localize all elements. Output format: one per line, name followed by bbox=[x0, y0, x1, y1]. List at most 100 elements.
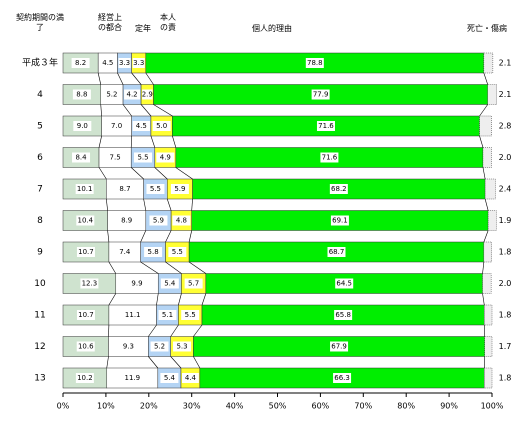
y-tick-label: 9 bbox=[37, 248, 43, 258]
label-box bbox=[156, 152, 175, 163]
label-box bbox=[99, 58, 117, 68]
data-label: 3.3 bbox=[119, 59, 130, 67]
legend-label: 本人の責 bbox=[160, 13, 176, 32]
label-box bbox=[118, 58, 131, 68]
data-label: 5.9 bbox=[153, 217, 164, 225]
label-box bbox=[115, 247, 134, 257]
connector bbox=[166, 198, 172, 211]
data-label: 69.1 bbox=[332, 217, 348, 225]
data-label: 1.9 bbox=[499, 216, 512, 225]
label-box bbox=[132, 58, 145, 68]
label-box bbox=[76, 215, 95, 226]
data-label: 9.3 bbox=[123, 343, 134, 351]
label-box bbox=[123, 373, 142, 383]
data-label: 78.8 bbox=[307, 59, 323, 67]
legend-label: 定年 bbox=[135, 24, 151, 33]
label-box bbox=[327, 247, 346, 257]
data-label: 10.1 bbox=[77, 185, 93, 193]
connector bbox=[107, 230, 110, 243]
label-box bbox=[102, 89, 121, 100]
y-tick-label: 7 bbox=[37, 185, 43, 195]
connector bbox=[484, 198, 489, 211]
data-label: 8.9 bbox=[121, 217, 132, 225]
x-tick-label: 60% bbox=[312, 402, 330, 411]
data-label: 10.7 bbox=[78, 248, 94, 256]
data-label: 5.5 bbox=[137, 154, 148, 162]
label-box bbox=[320, 152, 339, 163]
label-box bbox=[128, 278, 147, 289]
label-box bbox=[115, 184, 134, 194]
connector bbox=[117, 72, 124, 85]
x-tick-label: 70% bbox=[354, 402, 372, 411]
connector bbox=[165, 261, 182, 274]
connector bbox=[98, 167, 107, 180]
bar-segment bbox=[482, 273, 492, 294]
label-box bbox=[75, 373, 94, 383]
bar-segment bbox=[479, 115, 492, 137]
x-tick-label: 90% bbox=[440, 402, 458, 411]
data-label: 71.6 bbox=[318, 122, 334, 130]
label-box bbox=[160, 373, 179, 383]
data-label: 1.8 bbox=[499, 374, 512, 383]
label-box bbox=[132, 121, 150, 131]
label-box bbox=[72, 152, 91, 163]
connector bbox=[148, 324, 157, 337]
bar-segment bbox=[484, 367, 493, 389]
label-box bbox=[152, 121, 171, 131]
connector bbox=[175, 167, 193, 180]
label-box bbox=[119, 341, 138, 352]
connector bbox=[150, 135, 156, 148]
label-box bbox=[146, 184, 165, 194]
data-label: 77.9 bbox=[313, 91, 329, 99]
label-box bbox=[107, 121, 126, 131]
bar-segment bbox=[483, 52, 494, 74]
data-label: 5.9 bbox=[174, 185, 185, 193]
data-label: 2.1 bbox=[499, 59, 512, 68]
label-box bbox=[149, 215, 168, 226]
data-label: 5.4 bbox=[164, 280, 176, 288]
data-label: 5.5 bbox=[172, 248, 183, 256]
connector bbox=[154, 167, 168, 180]
connector bbox=[140, 104, 152, 117]
data-label: 5.7 bbox=[188, 280, 199, 288]
data-label: 1.8 bbox=[499, 248, 512, 257]
data-label: 11.9 bbox=[124, 374, 140, 382]
connector bbox=[106, 198, 108, 211]
data-label: 65.8 bbox=[335, 311, 351, 319]
label-box bbox=[158, 310, 177, 320]
label-box bbox=[71, 58, 90, 68]
label-box bbox=[124, 89, 141, 100]
data-label: 4.5 bbox=[136, 122, 147, 130]
connector bbox=[193, 324, 203, 337]
connector bbox=[170, 356, 182, 369]
connector bbox=[98, 135, 102, 148]
connector bbox=[188, 261, 207, 274]
data-label: 5.4 bbox=[164, 374, 176, 382]
data-label: 7.4 bbox=[119, 248, 131, 256]
data-label: 4.4 bbox=[185, 374, 197, 382]
label-box bbox=[330, 215, 349, 226]
label-box bbox=[117, 215, 136, 226]
connector bbox=[479, 135, 484, 148]
legend-label: 個人的理由 bbox=[252, 24, 292, 33]
data-label: 2.9 bbox=[142, 91, 153, 99]
connector bbox=[131, 72, 142, 85]
data-label: 68.2 bbox=[331, 185, 347, 193]
connector bbox=[193, 356, 201, 369]
connector bbox=[479, 104, 488, 117]
y-tick-label: 5 bbox=[37, 122, 43, 132]
data-label: 5.5 bbox=[185, 311, 196, 319]
connector bbox=[140, 230, 147, 243]
connector bbox=[165, 230, 172, 243]
connector bbox=[483, 230, 489, 243]
y-tick-label: 10 bbox=[34, 279, 46, 289]
label-box bbox=[172, 215, 191, 226]
y-tick-label: 12 bbox=[34, 342, 45, 352]
label-box bbox=[76, 310, 95, 320]
data-label: 5.2 bbox=[154, 343, 165, 351]
connector bbox=[483, 72, 488, 85]
label-box bbox=[72, 89, 91, 100]
label-box bbox=[316, 121, 335, 131]
data-label: 10.4 bbox=[78, 217, 94, 225]
x-tick-label: 80% bbox=[397, 402, 415, 411]
